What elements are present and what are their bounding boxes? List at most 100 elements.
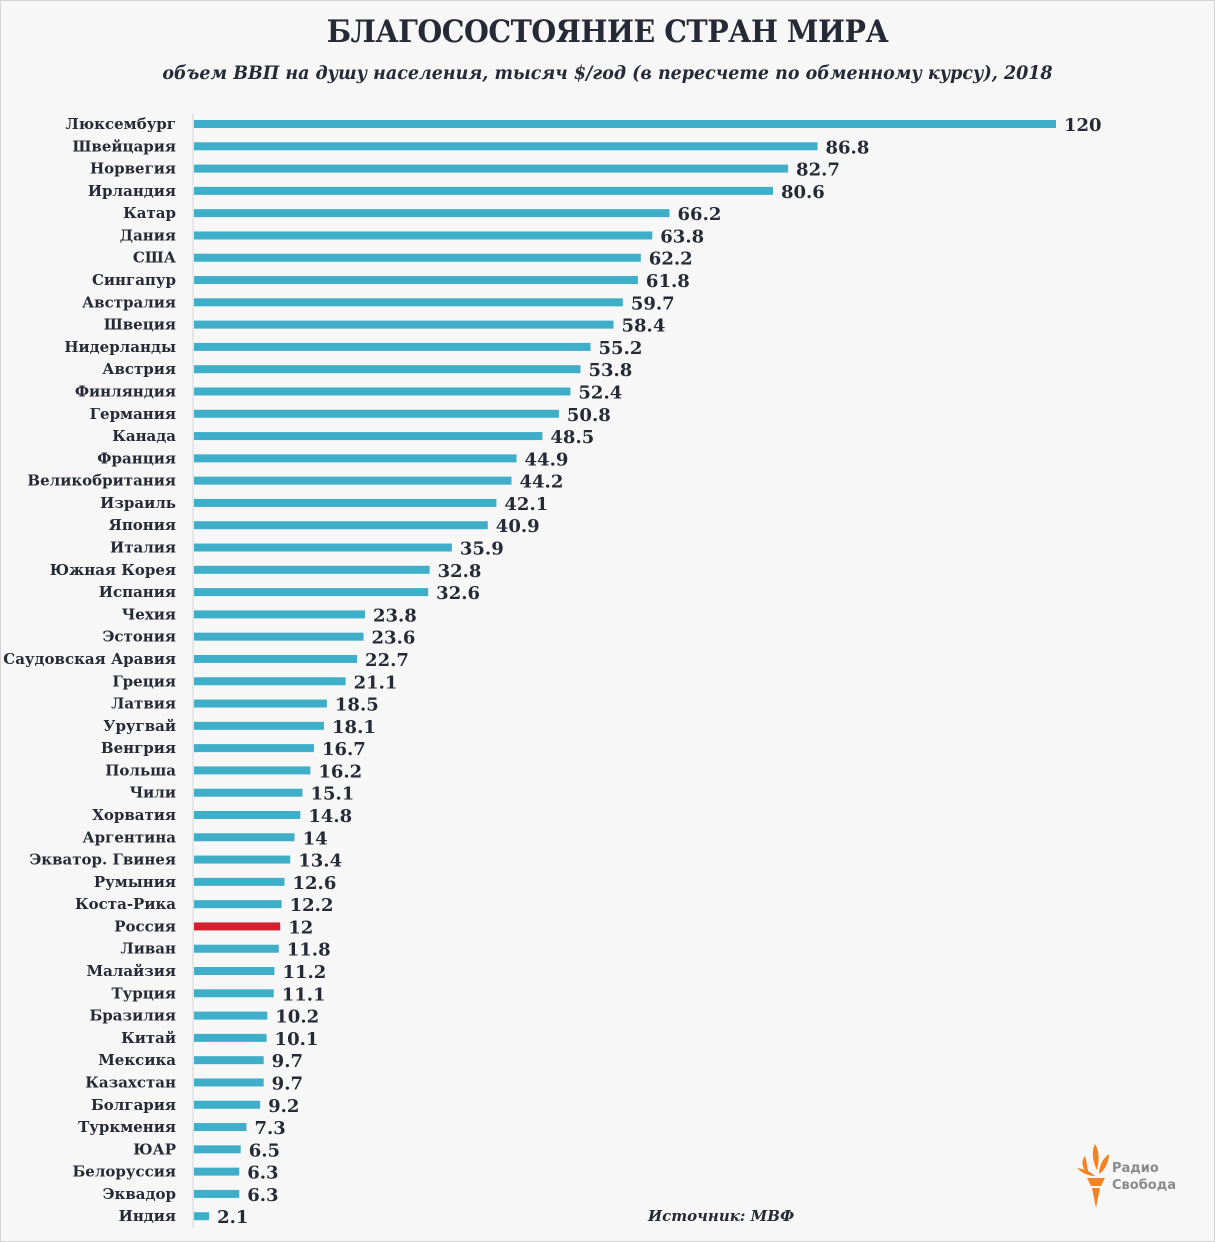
bar — [194, 989, 274, 998]
bar — [194, 877, 285, 886]
category-label: Греция — [112, 672, 176, 690]
value-label: 86.8 — [826, 137, 870, 158]
category-label: США — [133, 249, 177, 267]
bar — [194, 788, 303, 797]
category-label: ЮАР — [133, 1140, 176, 1158]
bar — [194, 409, 559, 418]
logo-line-2: Свобода — [1112, 1178, 1176, 1193]
category-label: Казахстан — [85, 1073, 176, 1091]
category-label: Нидерланды — [64, 338, 176, 356]
category-label: Австрия — [102, 360, 176, 378]
category-label: Эстония — [102, 628, 176, 646]
bar — [194, 766, 311, 775]
bar — [194, 632, 364, 641]
category-label: Италия — [110, 539, 176, 557]
category-label: Мексика — [98, 1051, 176, 1069]
category-label: Уругвай — [103, 717, 176, 735]
bar — [194, 320, 614, 329]
category-label: Австралия — [82, 293, 176, 311]
value-label: 50.8 — [567, 405, 611, 426]
category-label: Россия — [114, 917, 176, 935]
bar — [194, 276, 638, 285]
value-label: 120 — [1064, 115, 1102, 136]
value-label: 11.1 — [282, 984, 326, 1005]
category-label: Финляндия — [75, 382, 176, 400]
value-label: 18.5 — [335, 695, 379, 716]
value-label: 35.9 — [460, 539, 504, 560]
bar — [194, 253, 641, 262]
bar — [194, 721, 325, 730]
category-label: Туркмения — [78, 1118, 176, 1136]
bar — [194, 944, 279, 953]
category-label: Чили — [129, 784, 176, 802]
category-label: Южная Корея — [50, 561, 176, 579]
bar-highlight — [194, 922, 281, 931]
bars-group: Люксембург 120 Швейцария 86.8 Норвегия 82.7 Ир… — [3, 115, 1101, 1228]
value-label: 32.8 — [438, 561, 482, 582]
bar — [194, 967, 275, 976]
bar — [194, 387, 571, 396]
bar — [194, 1145, 241, 1154]
category-label: Канада — [112, 427, 176, 445]
bar — [194, 810, 301, 819]
value-label: 18.1 — [332, 717, 376, 738]
bar — [194, 654, 358, 663]
value-label: 15.1 — [310, 784, 354, 805]
value-label: 10.2 — [275, 1007, 319, 1028]
value-label: 80.6 — [781, 182, 825, 203]
category-label: Ливан — [120, 940, 176, 958]
value-label: 82.7 — [796, 160, 840, 181]
bar — [194, 543, 452, 552]
value-label: 58.4 — [622, 316, 666, 337]
value-label: 63.8 — [660, 226, 704, 247]
bar — [194, 1167, 240, 1176]
value-label: 53.8 — [588, 360, 632, 381]
category-label: Норвегия — [90, 160, 176, 178]
bar — [194, 142, 818, 151]
category-label: Индия — [119, 1207, 176, 1225]
value-label: 66.2 — [678, 204, 722, 225]
bar — [194, 565, 430, 574]
bar — [194, 365, 581, 374]
category-label: Румыния — [94, 873, 176, 891]
value-label: 6.3 — [247, 1163, 278, 1184]
value-label: 6.3 — [247, 1185, 278, 1206]
category-label: Япония — [109, 516, 176, 534]
bar — [194, 1123, 247, 1132]
category-label: Испания — [99, 583, 176, 601]
category-label: Турция — [111, 984, 176, 1002]
value-label: 42.1 — [504, 494, 548, 515]
category-label: Сингапур — [92, 271, 176, 289]
bar — [194, 1189, 240, 1198]
category-label: Болгария — [91, 1096, 176, 1114]
bar — [194, 855, 291, 864]
category-label: Израиль — [100, 494, 176, 512]
category-label: Германия — [90, 405, 176, 423]
value-label: 44.9 — [525, 449, 569, 470]
category-label: Люксембург — [66, 115, 176, 133]
category-label: Малайзия — [86, 962, 176, 980]
bar — [194, 186, 773, 195]
category-label: Экватор. Гвинея — [29, 851, 176, 869]
value-label: 6.5 — [249, 1140, 280, 1161]
category-label: Латвия — [111, 695, 176, 713]
bar — [194, 833, 295, 842]
chart-title: БЛАГОСОСТОЯНИЕ СТРАН МИРА — [326, 14, 889, 50]
value-label: 16.7 — [322, 739, 366, 760]
value-label: 61.8 — [646, 271, 690, 292]
bar — [194, 1011, 268, 1020]
category-label: Швеция — [104, 316, 176, 334]
category-label: Эквадор — [103, 1185, 176, 1203]
bar — [194, 610, 365, 619]
bar — [194, 1033, 267, 1042]
category-label: Ирландия — [88, 182, 176, 200]
category-label: Дания — [120, 226, 176, 244]
category-label: Чехия — [122, 605, 176, 623]
category-label: Аргентина — [82, 828, 176, 846]
value-label: 48.5 — [550, 427, 594, 448]
value-label: 9.2 — [268, 1096, 299, 1117]
value-label: 7.3 — [254, 1118, 285, 1139]
bar — [194, 432, 543, 441]
value-label: 11.8 — [287, 940, 331, 961]
